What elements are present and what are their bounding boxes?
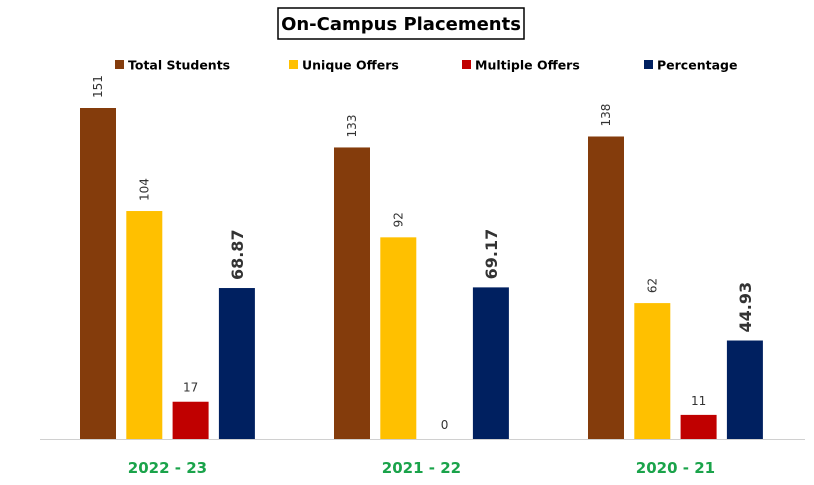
data-label: 133 (345, 115, 359, 138)
legend-swatch (462, 60, 471, 69)
bar (80, 108, 116, 439)
data-label: 92 (391, 212, 405, 227)
legend-swatch (289, 60, 298, 69)
legend-label: Percentage (657, 58, 737, 73)
bar (380, 237, 417, 439)
data-label: 68.87 (228, 229, 247, 280)
bar (472, 287, 509, 439)
bars: 151 133 138 104 92 62 17 0 11 68.87 69.17 44.93 (80, 75, 763, 439)
bar (172, 401, 209, 439)
bar (588, 136, 624, 439)
category-label: 2021 - 22 (382, 459, 461, 477)
category-label: 2022 - 23 (128, 459, 207, 477)
data-label: 138 (599, 104, 613, 127)
data-label: 0 (441, 418, 449, 432)
legend-label: Unique Offers (302, 58, 399, 73)
bar (680, 414, 717, 439)
data-label: 11 (691, 394, 706, 408)
data-label: 17 (183, 381, 198, 395)
legend-label: Multiple Offers (475, 58, 580, 73)
title-box (277, 7, 525, 40)
legend-swatch (115, 60, 124, 69)
bar (126, 211, 163, 439)
category-label: 2020 - 21 (636, 459, 715, 477)
bar (334, 147, 370, 439)
legend-label: Total Students (128, 58, 230, 73)
data-label: 44.93 (736, 282, 755, 333)
legend: Total Students Unique Offers Multiple Offe… (115, 58, 737, 73)
bar (218, 288, 255, 439)
legend-swatch (644, 60, 653, 69)
data-label: 151 (91, 75, 105, 98)
category-labels: 2022 - 23 2021 - 22 2020 - 21 (128, 459, 715, 477)
data-label: 104 (137, 178, 151, 201)
bar (634, 303, 671, 439)
bar (726, 340, 763, 439)
data-label: 62 (645, 278, 659, 293)
data-label: 69.17 (482, 229, 501, 280)
chart-title: On-Campus Placements (281, 14, 521, 35)
